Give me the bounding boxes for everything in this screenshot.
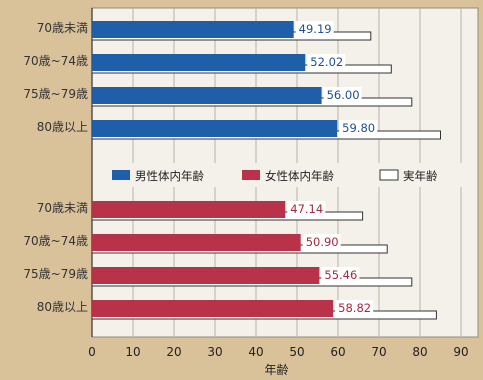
- x-tick-40: 40: [248, 345, 263, 359]
- bar-body-age: [92, 87, 322, 104]
- value-label: 47.14: [290, 202, 323, 216]
- bar-body-age: [92, 54, 306, 71]
- x-tick-60: 60: [330, 345, 345, 359]
- legend-label: 実年齢: [403, 169, 438, 183]
- legend-swatch: [242, 170, 260, 180]
- value-label-bg: [295, 21, 334, 37]
- value-label-bg: [321, 267, 360, 283]
- x-tick-10: 10: [125, 345, 140, 359]
- legend-box: [100, 163, 470, 187]
- value-label: 56.00: [327, 88, 360, 102]
- x-tick-0: 0: [88, 345, 96, 359]
- legend-label: 女性体内年齢: [265, 169, 334, 183]
- x-tick-30: 30: [207, 345, 222, 359]
- value-label-bg: [339, 120, 378, 136]
- value-label: 58.82: [338, 301, 371, 315]
- value-label-bg: [323, 87, 362, 103]
- value-label: 52.02: [310, 55, 343, 69]
- value-label-bg: [335, 300, 374, 316]
- category-label: 70歳~74歳: [23, 234, 88, 248]
- value-label: 49.19: [299, 22, 332, 36]
- legend-swatch: [379, 169, 399, 181]
- category-label: 80歳以上: [37, 120, 88, 134]
- category-label: 75歳~79歳: [23, 267, 88, 281]
- value-label-bg: [307, 54, 346, 70]
- bar-body-age: [92, 120, 338, 137]
- value-label: 55.46: [324, 268, 357, 282]
- category-label: 70歳未満: [37, 21, 88, 35]
- bar-body-age: [92, 300, 334, 317]
- x-tick-80: 80: [412, 345, 427, 359]
- value-label-bg: [287, 201, 326, 217]
- x-tick-20: 20: [166, 345, 181, 359]
- category-label: 70歳未満: [37, 201, 88, 215]
- value-label: 59.80: [342, 121, 375, 135]
- x-tick-50: 50: [289, 345, 304, 359]
- legend-label: 男性体内年齢: [135, 169, 204, 183]
- value-label-bg: [302, 234, 341, 250]
- category-label: 80歳以上: [37, 300, 88, 314]
- x-axis-title: 年齢: [264, 362, 288, 377]
- legend-swatch: [112, 170, 130, 180]
- bar-body-age: [92, 267, 320, 284]
- x-tick-70: 70: [371, 345, 386, 359]
- category-label: 70歳~74歳: [23, 54, 88, 68]
- bar-body-age: [92, 201, 286, 218]
- bar-body-age: [92, 234, 301, 251]
- x-tick-90: 90: [453, 345, 468, 359]
- value-label: 50.90: [306, 235, 339, 249]
- category-label: 75歳~79歳: [23, 87, 88, 101]
- bar-body-age: [92, 21, 294, 38]
